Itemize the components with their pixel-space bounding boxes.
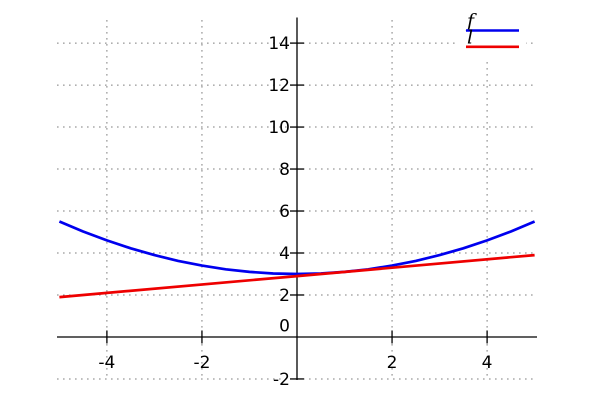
legend-background [455,8,526,62]
x-tick-label: -2 [193,353,210,373]
y-tick-label: 12 [268,76,290,96]
y-tick-label: 14 [268,34,290,54]
x-tick-label: 2 [387,353,398,373]
legend-label-f: f [465,10,477,32]
x-tick-label: -4 [98,353,115,373]
y-tick-label: 10 [268,118,290,138]
y-tick-label: 8 [279,160,290,180]
y-tick-label: 6 [279,202,290,222]
y-tick-label: -2 [273,370,290,390]
y-tick-label: 2 [279,286,290,306]
curve-f [58,220,536,276]
x-tick-label: 4 [482,353,493,373]
y-tick-label: 0 [279,316,290,336]
y-tick-label: 4 [279,244,290,264]
legend-label-l: l [467,26,473,48]
curve-l [59,253,535,299]
